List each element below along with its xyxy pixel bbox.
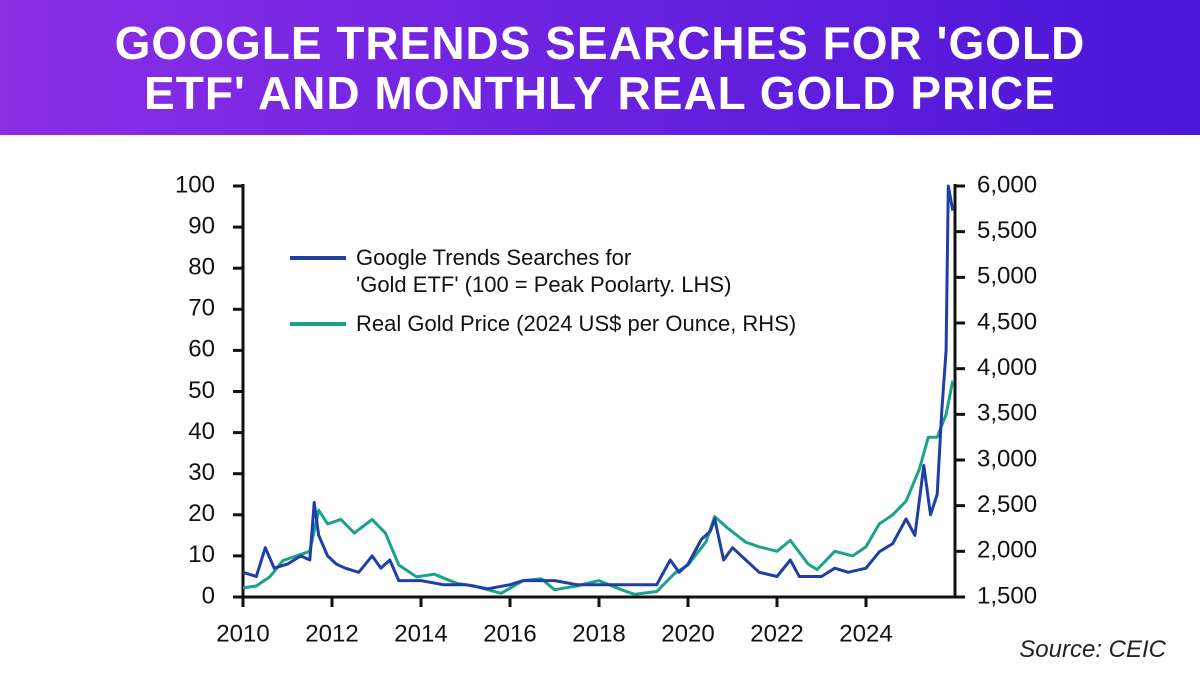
legend-entry: Google Trends Searches for 'Gold ETF' (1… <box>290 244 796 298</box>
x-tick-label: 2010 <box>216 620 269 647</box>
y-tick-label: 60 <box>188 336 215 363</box>
legend-swatch <box>290 256 346 260</box>
x-tick-label: 2024 <box>839 620 892 647</box>
source-note: Source: CEIC <box>1019 636 1166 663</box>
x-tick-label: 2014 <box>394 620 447 647</box>
y2-tick-label: 4,000 <box>977 354 1037 381</box>
x-tick-label: 2018 <box>572 620 625 647</box>
y-tick-label: 90 <box>188 212 215 239</box>
legend-label: Real Gold Price (2024 US$ per Ounce, RHS… <box>356 311 797 336</box>
y2-tick-label: 3,500 <box>977 400 1037 427</box>
legend-swatch <box>290 322 346 326</box>
data-line <box>242 380 955 596</box>
y-tick-label: 30 <box>188 459 215 486</box>
y2-tick-label: 2,000 <box>977 537 1037 564</box>
y-tick-label: 50 <box>188 377 215 404</box>
legend-entry: Real Gold Price (2024 US$ per Ounce, RHS… <box>290 310 796 337</box>
y-tick-label: 80 <box>188 254 215 281</box>
legend-label: Google Trends Searches for 'Gold ETF' (1… <box>356 245 732 297</box>
y-tick-label: 100 <box>175 171 215 198</box>
y-tick-label: 70 <box>188 295 215 322</box>
y-tick-label: 10 <box>188 541 215 568</box>
x-tick-label: 2020 <box>661 620 714 647</box>
y2-tick-label: 2,500 <box>977 491 1037 518</box>
x-tick-label: 2022 <box>750 620 803 647</box>
y2-tick-label: 5,500 <box>977 217 1037 244</box>
y-tick-label: 20 <box>188 500 215 527</box>
y2-tick-label: 1,500 <box>977 582 1037 609</box>
chart-title: GOOGLE TRENDS SEARCHES FOR 'GOLD ETF' AN… <box>114 17 1086 119</box>
data-line <box>242 184 955 591</box>
y2-tick-label: 4,500 <box>977 308 1037 335</box>
y-tick-label: 40 <box>188 418 215 445</box>
header-banner: GOOGLE TRENDS SEARCHES FOR 'GOLD ETF' AN… <box>0 0 1200 135</box>
x-tick-label: 2016 <box>483 620 536 647</box>
y2-tick-label: 6,000 <box>977 171 1037 198</box>
y2-tick-label: 5,000 <box>977 263 1037 290</box>
legend: Google Trends Searches for 'Gold ETF' (1… <box>290 244 796 349</box>
y2-tick-label: 3,000 <box>977 445 1037 472</box>
x-tick-label: 2012 <box>305 620 358 647</box>
y-tick-label: 0 <box>202 582 215 609</box>
